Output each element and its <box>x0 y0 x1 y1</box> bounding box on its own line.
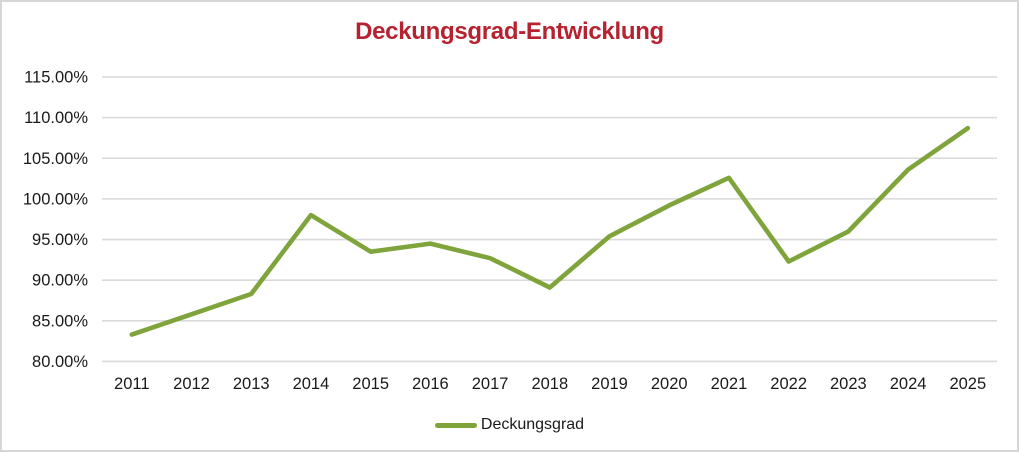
x-tick-label: 2019 <box>591 375 628 393</box>
y-tick-label: 110.00% <box>24 109 88 127</box>
y-tick-label: 90.00% <box>32 272 88 290</box>
x-tick-label: 2011 <box>114 375 149 393</box>
x-tick-label: 2012 <box>173 375 210 393</box>
y-tick-label: 100.00% <box>23 190 88 208</box>
x-tick-label: 2020 <box>651 375 688 393</box>
x-tick-label: 2017 <box>472 375 509 393</box>
legend-label: Deckungsgrad <box>480 416 585 433</box>
x-tick-label: 2015 <box>352 375 389 393</box>
chart-title: Deckungsgrad-Entwicklung <box>355 18 664 45</box>
y-tick-label: 80.00% <box>32 353 88 371</box>
legend-line-swatch <box>434 422 477 428</box>
x-tick-label: 2018 <box>531 375 568 393</box>
y-tick-label: 85.00% <box>32 312 88 330</box>
x-tick-label: 2022 <box>770 375 807 393</box>
y-tick-label: 105.00% <box>23 150 88 168</box>
legend: Deckungsgrad <box>2 413 1017 437</box>
x-tick-label: 2021 <box>711 375 748 393</box>
y-tick-label: 115.00% <box>24 69 88 87</box>
x-tick-label: 2025 <box>949 375 986 393</box>
data-line-deckungsgrad <box>129 125 971 337</box>
x-tick-label: 2014 <box>293 375 330 393</box>
x-tick-label: 2013 <box>233 375 270 393</box>
x-tick-label: 2024 <box>890 375 927 393</box>
x-tick-label: 2016 <box>412 375 449 393</box>
x-tick-label: 2023 <box>830 375 867 393</box>
y-tick-label: 95.00% <box>32 231 88 249</box>
